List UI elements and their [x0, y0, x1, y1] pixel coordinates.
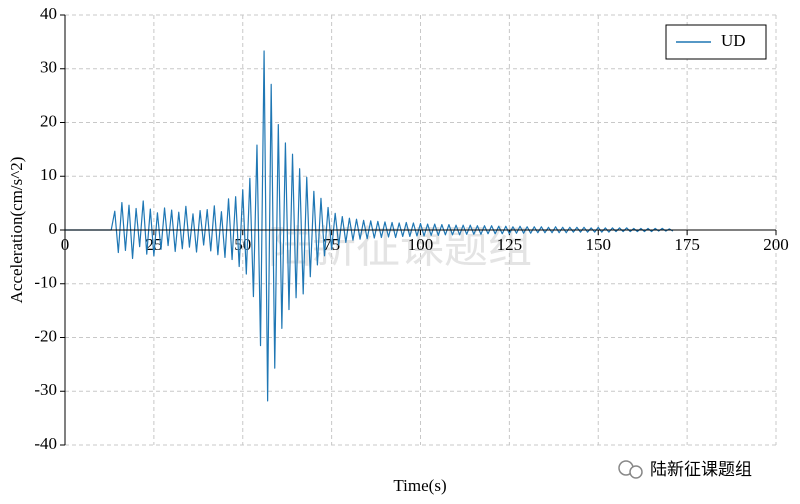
y-tick-label: 40	[40, 4, 57, 23]
x-tick-label: 125	[497, 235, 523, 254]
source-text: 陆新征课题组	[650, 460, 752, 480]
y-tick-label: 10	[40, 165, 57, 184]
x-tick-label: 100	[408, 235, 434, 254]
legend-label: UD	[721, 31, 746, 50]
x-tick-label: 200	[763, 235, 789, 254]
y-tick-label: 0	[49, 219, 58, 238]
x-tick-label: 50	[234, 235, 251, 254]
x-tick-label: 150	[586, 235, 612, 254]
x-tick-label: 25	[145, 235, 162, 254]
y-tick-label: -20	[34, 326, 57, 345]
y-tick-label: -10	[34, 273, 57, 292]
y-tick-label: -30	[34, 380, 57, 399]
source-credit: 陆新征课题组	[618, 460, 752, 480]
y-tick-label: 20	[40, 111, 57, 130]
y-tick-label: 30	[40, 58, 57, 77]
y-tick-label: -40	[34, 434, 57, 453]
y-axis-label: Acceleration(cm/s^2)	[7, 157, 26, 304]
x-axis-label: Time(s)	[393, 476, 446, 495]
wechat-icon	[629, 465, 643, 479]
x-tick-label: 175	[674, 235, 700, 254]
